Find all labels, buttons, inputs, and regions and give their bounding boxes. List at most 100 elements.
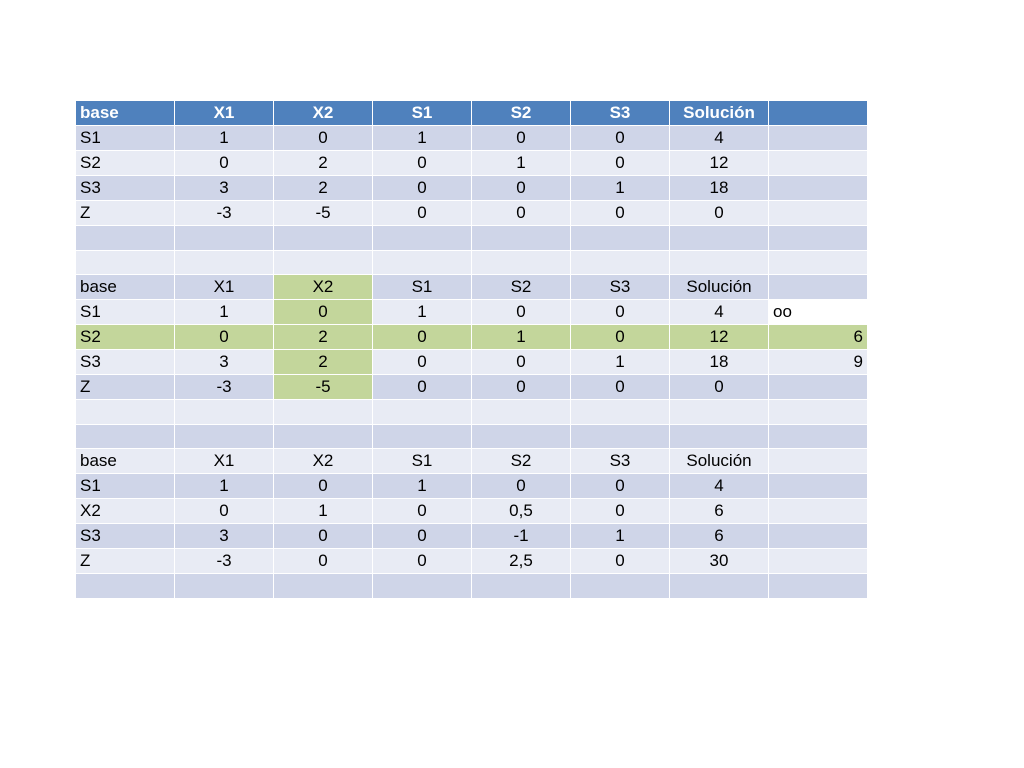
- value-cell: 0: [274, 549, 373, 575]
- ratio-cell: [769, 474, 868, 500]
- ratio-cell: [769, 424, 868, 450]
- value-cell: [472, 250, 571, 276]
- value-cell: [571, 226, 670, 251]
- value-cell: [175, 574, 274, 599]
- value-cell: S3: [571, 101, 670, 126]
- row-label-cell: S2: [76, 325, 175, 351]
- ratio-cell: [769, 250, 868, 276]
- value-cell: 12: [670, 325, 769, 351]
- value-cell: 4: [670, 300, 769, 326]
- value-cell: 1: [373, 474, 472, 500]
- value-cell: [670, 424, 769, 450]
- row-label-cell: S1: [76, 300, 175, 326]
- value-cell: -3: [175, 375, 274, 401]
- value-cell: [175, 226, 274, 251]
- ratio-cell: [769, 449, 868, 475]
- value-cell: X1: [175, 101, 274, 126]
- ratio-cell: [769, 201, 868, 226]
- table-row: Z -3 -5 0 0 0 0: [76, 375, 868, 401]
- value-cell: [274, 424, 373, 450]
- row-label-cell: X2: [76, 499, 175, 525]
- value-cell: -3: [175, 549, 274, 575]
- ratio-cell: [769, 275, 868, 301]
- value-cell: 0: [274, 126, 373, 151]
- value-cell: Solución: [670, 101, 769, 126]
- value-cell: 0: [472, 201, 571, 226]
- value-cell: 0: [373, 524, 472, 550]
- value-cell: 0: [571, 201, 670, 226]
- row-label-cell: S1: [76, 474, 175, 500]
- row-label-cell: [76, 400, 175, 425]
- value-cell: 1: [472, 151, 571, 176]
- value-cell: [274, 250, 373, 276]
- value-cell: 0: [472, 375, 571, 401]
- value-cell: 0: [472, 474, 571, 500]
- value-cell: 0: [571, 549, 670, 575]
- blank-row: [76, 574, 868, 599]
- ratio-cell: [769, 574, 868, 599]
- value-cell: 2: [274, 350, 373, 376]
- value-cell: 0: [472, 176, 571, 201]
- ratio-cell: [769, 499, 868, 525]
- ratio-cell: [769, 375, 868, 401]
- row-label-cell: base: [76, 275, 175, 301]
- value-cell: 1: [571, 350, 670, 376]
- table-row: S3 3 2 0 0 1 18: [76, 176, 868, 201]
- value-cell: 0: [373, 350, 472, 376]
- value-cell: 1: [175, 126, 274, 151]
- value-cell: 0: [472, 126, 571, 151]
- table-row: Z -3 -5 0 0 0 0: [76, 201, 868, 226]
- ratio-cell: 6: [769, 325, 868, 351]
- ratio-cell: [769, 176, 868, 201]
- value-cell: [670, 400, 769, 425]
- value-cell: 0: [373, 499, 472, 525]
- value-cell: 0,5: [472, 499, 571, 525]
- value-cell: 0: [373, 201, 472, 226]
- row-label-cell: S3: [76, 350, 175, 376]
- value-cell: [373, 226, 472, 251]
- ratio-cell: 9: [769, 350, 868, 376]
- value-cell: 1: [472, 325, 571, 351]
- row-label-cell: Z: [76, 549, 175, 575]
- value-cell: 0: [670, 201, 769, 226]
- value-cell: 18: [670, 350, 769, 376]
- table-row: base X1 X2 S1 S2 S3 Solución: [76, 449, 868, 475]
- value-cell: 0: [571, 300, 670, 326]
- value-cell: [274, 574, 373, 599]
- value-cell: [670, 250, 769, 276]
- value-cell: 0: [373, 375, 472, 401]
- value-cell: [175, 424, 274, 450]
- row-label-cell: [76, 250, 175, 276]
- ratio-cell: [769, 101, 868, 126]
- table-row: Z -3 0 0 2,5 0 30: [76, 549, 868, 575]
- value-cell: 0: [175, 151, 274, 176]
- value-cell: S1: [373, 275, 472, 301]
- value-cell: 0: [373, 176, 472, 201]
- value-cell: 0: [274, 524, 373, 550]
- row-label-cell: S1: [76, 126, 175, 151]
- value-cell: 1: [274, 499, 373, 525]
- value-cell: 0: [472, 350, 571, 376]
- value-cell: [571, 424, 670, 450]
- value-cell: 3: [175, 176, 274, 201]
- value-cell: 1: [373, 300, 472, 326]
- value-cell: -5: [274, 201, 373, 226]
- value-cell: 1: [175, 474, 274, 500]
- ratio-cell: [769, 151, 868, 176]
- ratio-cell: [769, 126, 868, 151]
- value-cell: [670, 574, 769, 599]
- value-cell: 18: [670, 176, 769, 201]
- value-cell: [175, 250, 274, 276]
- value-cell: 2: [274, 151, 373, 176]
- ratio-cell: oo: [769, 300, 868, 326]
- value-cell: S2: [472, 449, 571, 475]
- value-cell: 0: [571, 499, 670, 525]
- value-cell: 2: [274, 325, 373, 351]
- row-label-cell: base: [76, 449, 175, 475]
- value-cell: X1: [175, 449, 274, 475]
- value-cell: 0: [175, 325, 274, 351]
- value-cell: 6: [670, 524, 769, 550]
- value-cell: 0: [571, 474, 670, 500]
- ratio-cell: [769, 226, 868, 251]
- table-row: S1 1 0 1 0 0 4: [76, 126, 868, 151]
